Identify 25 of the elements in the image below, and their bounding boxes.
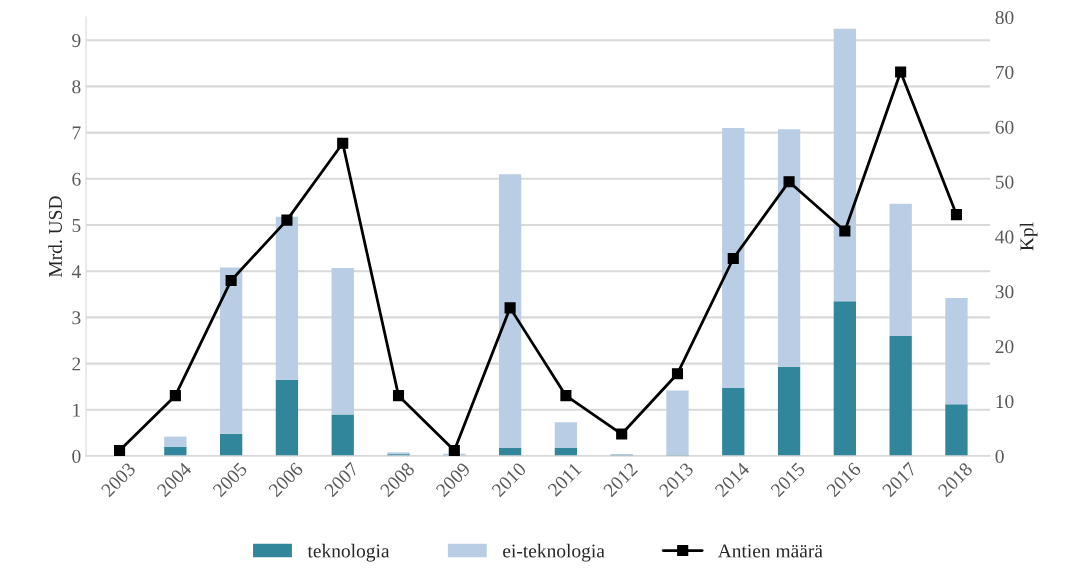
legend-label: ei-teknologia (503, 543, 605, 562)
y-axis-title: Mrd. USD (48, 196, 63, 278)
y-tick-label: 1 (73, 403, 81, 417)
y2-tick-label: 50 (995, 175, 1014, 189)
y-tick-label: 3 (72, 311, 81, 325)
y-tick-label: 4 (71, 265, 81, 278)
x-tick-label: 2011 (547, 462, 582, 497)
y2-tick-label: 70 (996, 65, 1014, 79)
y2-tick-label: 10 (996, 394, 1014, 409)
y2-tick-label: 40 (995, 230, 1014, 244)
y2-tick-label: 60 (995, 120, 1014, 134)
y2-axis-title: Kpl (1019, 222, 1038, 251)
y-tick-label: 8 (72, 80, 81, 94)
y-tick-label: 9 (72, 34, 81, 48)
y-tick-label: 2 (72, 357, 81, 371)
y-tick-label: 6 (72, 172, 81, 186)
y2-tick-label: 30 (995, 285, 1014, 299)
y2-tick-label: 20 (995, 340, 1014, 354)
y2-tick-label: 80 (995, 10, 1014, 25)
legend-label: teknologia (307, 543, 390, 562)
y-tick-label: 7 (72, 126, 81, 140)
y-tick-label: 5 (72, 219, 81, 232)
y2-tick-label: 0 (995, 449, 1004, 463)
legend-label: Antien määrä (717, 544, 823, 558)
y-tick-label: 0 (72, 449, 81, 463)
